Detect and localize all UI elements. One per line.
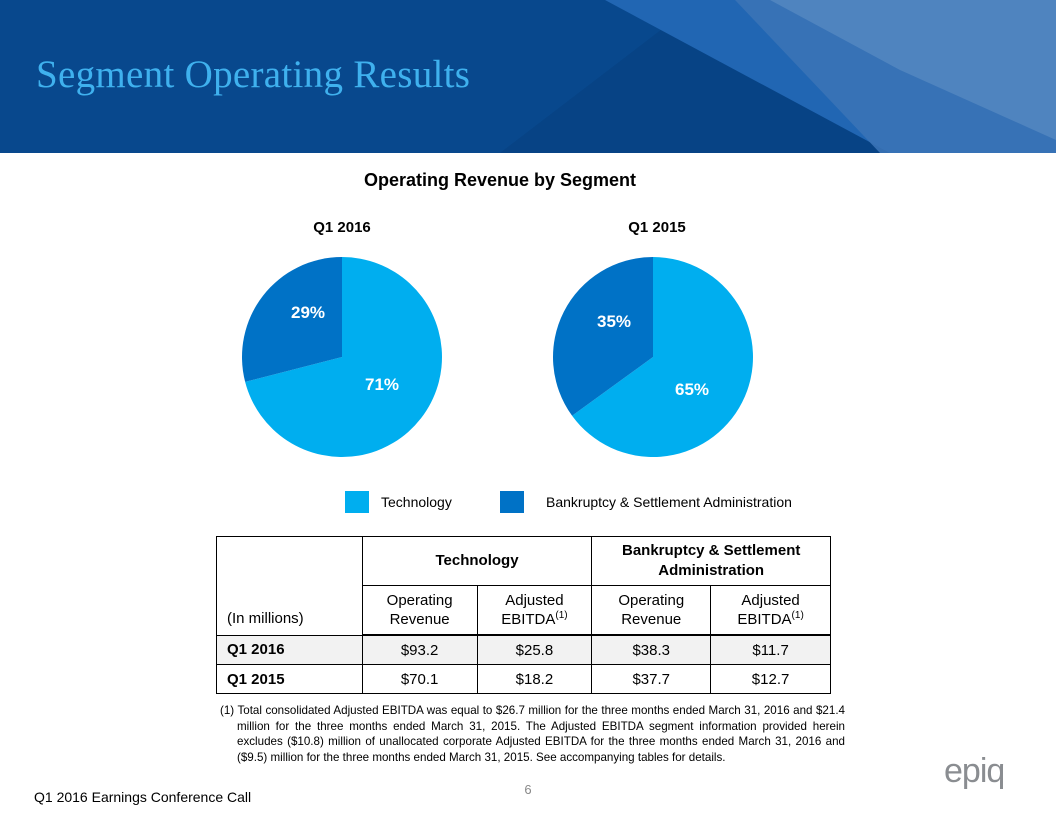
- pie-data-label-1-1: 35%: [597, 312, 631, 331]
- table-cell: $70.1: [361, 664, 478, 694]
- page-title: Segment Operating Results: [36, 53, 471, 96]
- table-cell: $38.3: [591, 634, 712, 665]
- header-background: [0, 0, 1056, 153]
- col-label-line1: Adjusted: [505, 592, 564, 609]
- table-group-bankruptcy: Bankruptcy & Settlement Administration: [591, 536, 831, 586]
- header-accent-highlight: [770, 0, 1056, 140]
- pie-data-label-0-1: 29%: [291, 303, 325, 322]
- logo-wordmark: epiq: [944, 756, 1004, 790]
- pie-slice-0-1: [241, 257, 342, 382]
- pie-charts: 71% 29% 65% 35%: [241, 257, 753, 458]
- table-group-technology: Technology: [361, 536, 593, 586]
- table-row: Q1 2015 $70.1 $18.2 $37.7 $12.7: [216, 664, 831, 694]
- footer-text: Q1 2016 Earnings Conference Call: [34, 789, 252, 805]
- col-label-line1: Operating: [618, 592, 685, 609]
- header-accent-light: [735, 0, 1056, 153]
- legend-item-technology: Technology: [345, 491, 452, 513]
- page-number: 6: [524, 782, 532, 797]
- segment-results-table: (In millions) Technology Bankruptcy & Se…: [216, 536, 831, 694]
- table-col-tech-adjusted-ebitda: Adjusted EBITDA(1): [476, 585, 593, 636]
- pie-title-q1-2016: Q1 2016: [313, 219, 371, 236]
- pie-slice-1-1: [553, 257, 653, 416]
- table-col-tech-operating-revenue: Operating Revenue: [361, 585, 478, 636]
- legend-label-technology: Technology: [381, 494, 452, 510]
- header-shade: [0, 0, 700, 153]
- table-header-row-groups: (In millions) Technology Bankruptcy & Se…: [216, 536, 831, 636]
- legend-swatch-technology: [345, 491, 369, 513]
- table-cell: $18.2: [476, 664, 593, 694]
- col-label-line2: EBITDA: [737, 611, 792, 628]
- table-cell: $93.2: [361, 634, 478, 665]
- row-label: Q1 2015: [216, 664, 363, 694]
- pie-slice-1-0: [572, 257, 753, 457]
- col-label-line1: Adjusted: [741, 592, 800, 609]
- chart-title: Operating Revenue by Segment: [363, 170, 637, 190]
- footnote-marker: (1): [791, 610, 804, 621]
- table-cell: $11.7: [710, 634, 831, 665]
- col-label-line2: EBITDA: [501, 611, 556, 628]
- row-label: Q1 2016: [216, 634, 363, 665]
- table-header-row-metrics: Operating Revenue Adjusted EBITDA(1) Ope…: [217, 585, 831, 636]
- table-corner-label: (In millions): [216, 536, 363, 636]
- col-label-line1: Operating: [386, 592, 453, 609]
- header-banner: Segment Operating Results: [0, 0, 1056, 153]
- col-label-line2: Revenue: [621, 611, 682, 628]
- table-cell: $37.7: [591, 664, 712, 694]
- footnote: (1) Total consolidated Adjusted EBITDA w…: [220, 704, 845, 764]
- legend-label-bankruptcy: Bankruptcy & Settlement Administration: [546, 494, 792, 510]
- legend-swatch-bankruptcy: [500, 491, 524, 513]
- table-col-bsa-operating-revenue: Operating Revenue: [591, 585, 712, 636]
- epiq-logo: epiq: [944, 756, 1005, 790]
- pie-data-label-0-0: 71%: [365, 375, 399, 394]
- pie-slice-0-0: [245, 257, 442, 458]
- col-label-line2: Revenue: [389, 611, 450, 628]
- table-cell: $25.8: [476, 634, 593, 665]
- legend-item-bankruptcy: Bankruptcy & Settlement Administration: [500, 491, 792, 513]
- footnote-marker: (1): [555, 610, 568, 621]
- pie-title-q1-2015: Q1 2015: [628, 219, 686, 236]
- pie-data-label-1-0: 65%: [675, 380, 709, 399]
- table-cell: $12.7: [710, 664, 831, 694]
- table-row: Q1 2016 $93.2 $25.8 $38.3 $11.7: [216, 634, 831, 665]
- table-col-bsa-adjusted-ebitda: Adjusted EBITDA(1): [710, 585, 831, 636]
